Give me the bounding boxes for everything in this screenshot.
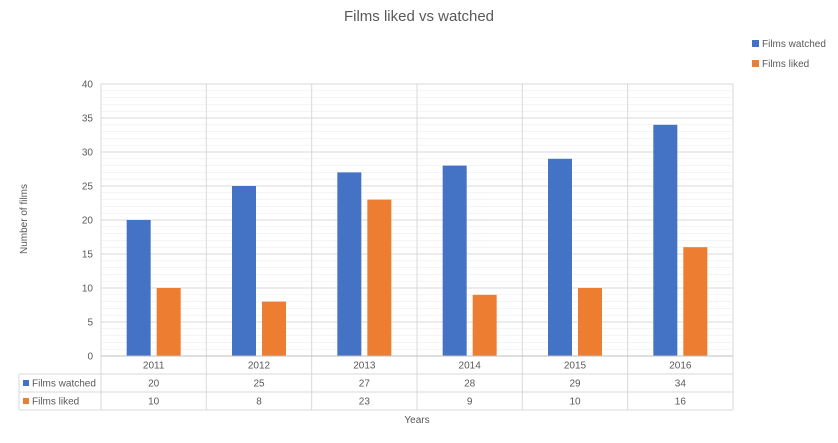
x-tick-label: 2013 [353,361,376,372]
y-tick-label: 35 [82,114,94,125]
y-tick-label: 25 [82,182,94,193]
x-tick-label: 2011 [143,361,165,372]
legend-key [752,60,759,67]
x-tick-label: 2014 [459,361,482,372]
axes: 0 5 10 15 20 25 30 35 40 [82,80,733,363]
table-cell-value: 16 [675,397,687,408]
table-legend-key [23,380,29,386]
table-cell-value: 34 [675,379,687,390]
y-tick-label: 30 [82,148,94,159]
gridlines [100,83,734,410]
table-cell-value: 23 [359,397,371,408]
bar-films-liked [367,199,392,356]
data-table: 2011 2012 2013 2014 2015 2016 Films watched 20 2… [18,361,733,411]
bar-films-liked [472,294,497,356]
legend-label: Films liked [762,59,809,70]
chart-title: Films liked vs watched [344,8,494,25]
table-cell-value: 27 [359,379,371,390]
bar-films-watched [442,165,467,356]
bar-films-watched [232,186,256,356]
table-cell-value: 8 [256,397,262,408]
bar-films-watched [653,124,678,356]
bar-films-liked [262,301,286,356]
table-series-label: Films liked [32,397,79,408]
bars [126,124,708,356]
y-tick-label: 0 [87,352,93,363]
legend: Films watched Films liked [752,39,826,70]
table-cell-value: 20 [148,379,160,390]
y-tick-label: 10 [82,284,94,295]
legend-label: Films watched [762,39,826,50]
bar-films-watched [126,220,151,356]
table-legend-key [23,398,29,404]
x-tick-label: 2015 [564,361,587,372]
table-cell-value: 9 [467,397,473,408]
x-tick-label: 2016 [669,361,692,372]
bar-films-liked [578,288,602,356]
bar-films-watched [548,158,572,356]
y-tick-label: 5 [87,318,93,329]
bar-films-watched [337,172,362,356]
y-tick-label: 20 [82,216,94,227]
table-cell-value: 10 [148,397,160,408]
table-cell-value: 28 [464,379,476,390]
y-tick-label: 15 [82,250,94,261]
table-cell-value: 25 [253,379,265,390]
bar-films-liked [156,288,181,356]
x-tick-label: 2012 [248,361,271,372]
x-axis-title: Years [404,415,429,426]
bar-films-liked [683,247,708,356]
table-series-label: Films watched [32,379,96,390]
y-axis-title: Number of films [19,184,30,254]
table-cell-value: 29 [569,379,581,390]
y-tick-label: 40 [82,80,94,91]
legend-key [752,40,759,47]
table-cell-value: 10 [569,397,581,408]
